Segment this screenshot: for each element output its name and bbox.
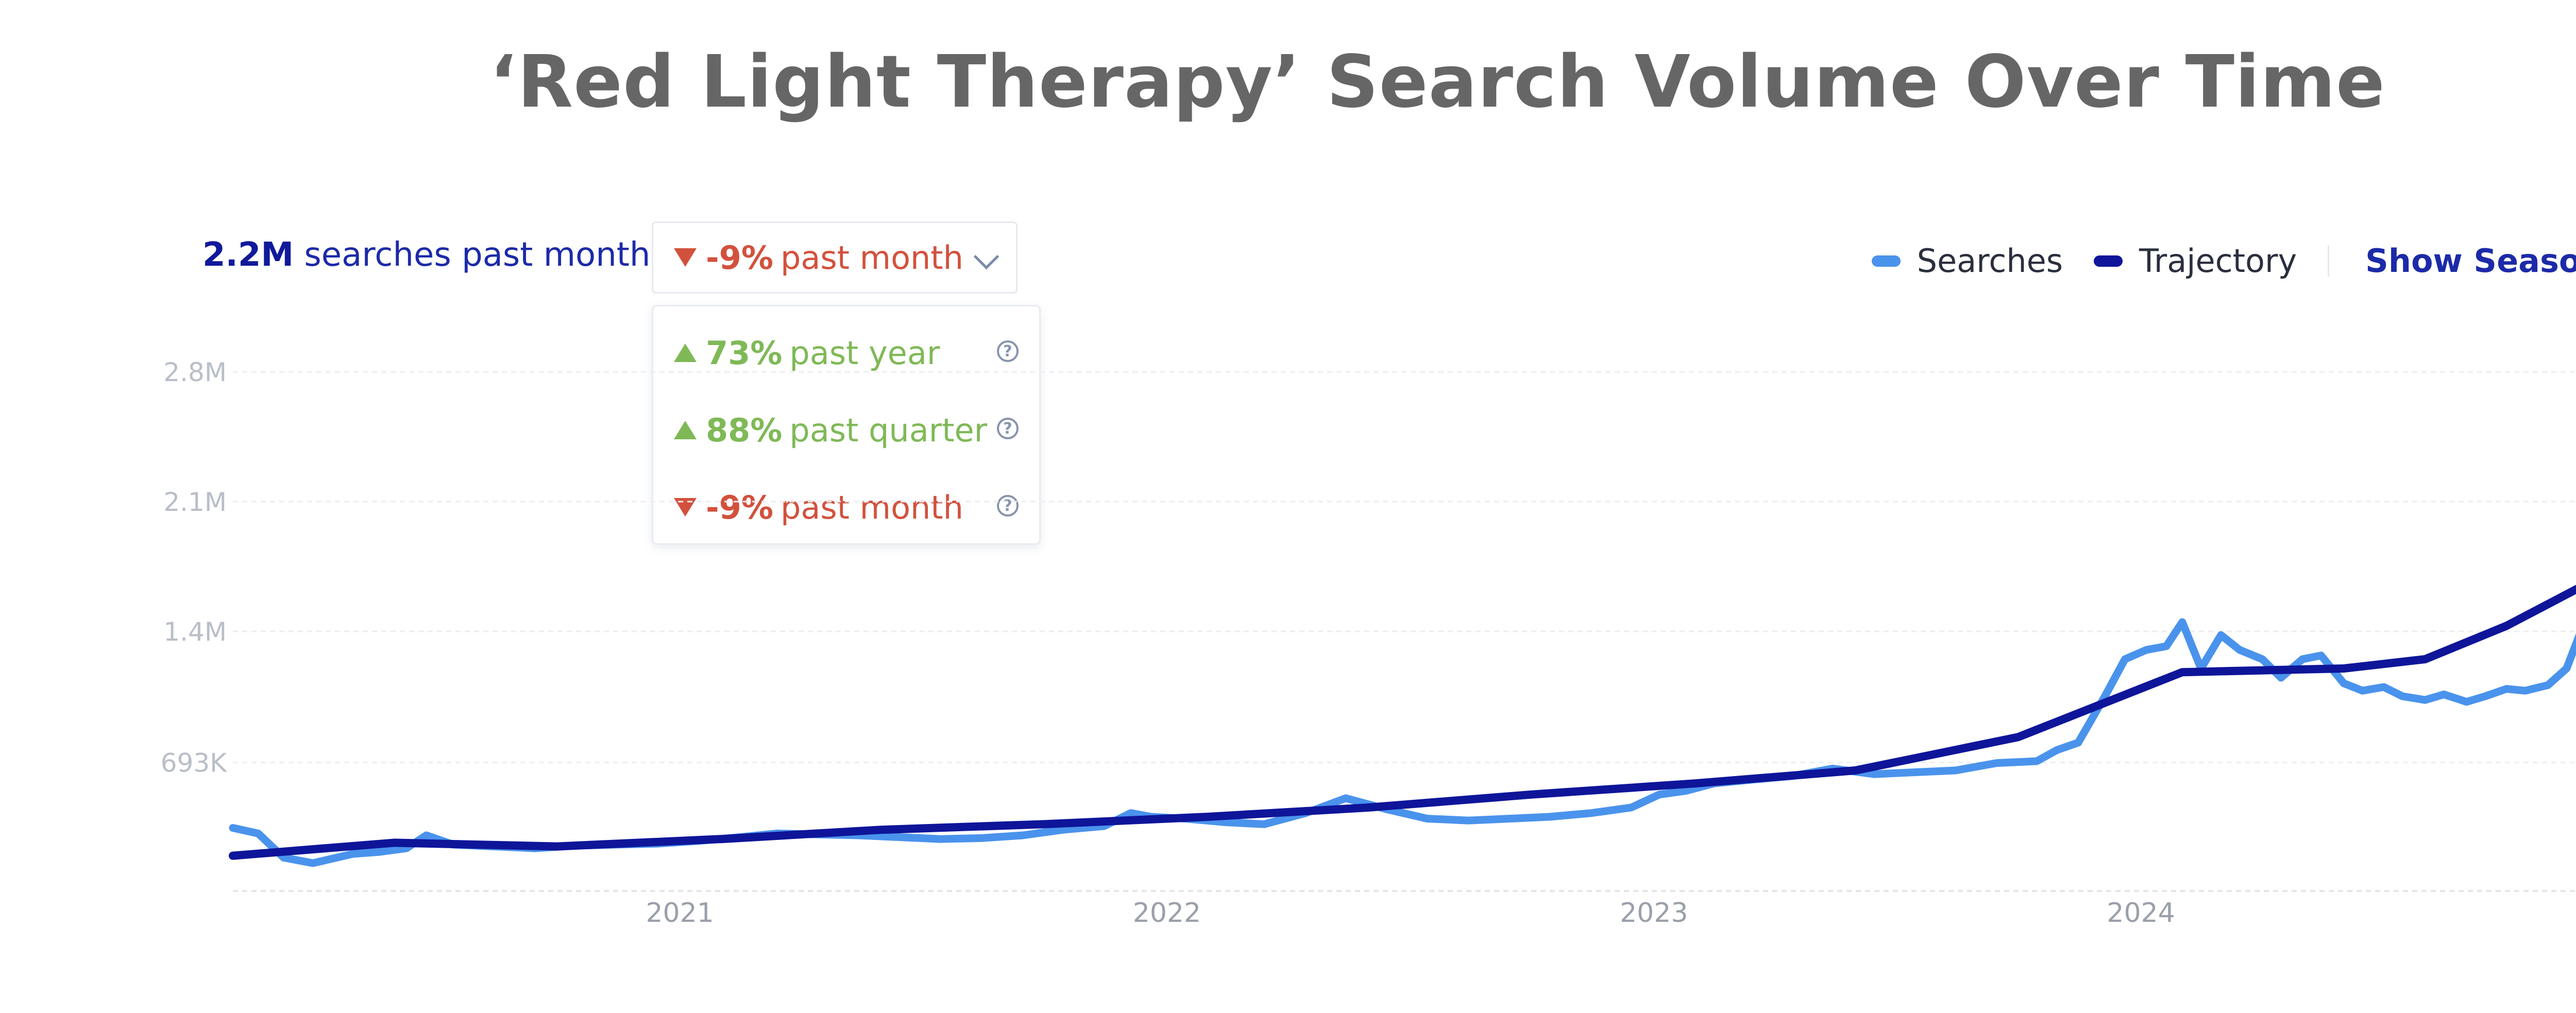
growth-row-past-quarter[interactable]: 88% past quarter ? <box>674 404 1019 456</box>
down-arrow-icon <box>674 248 697 267</box>
dropdown-label: past month <box>781 238 963 277</box>
chart-title: ‘Red Light Therapy’ Search Volume Over T… <box>489 40 2385 124</box>
growth-value: 88% <box>706 411 783 449</box>
growth-label: past quarter <box>789 411 988 449</box>
growth-label: past year <box>789 334 940 372</box>
x-tick-label: 2021 <box>646 898 714 929</box>
x-tick-label: 2023 <box>1620 898 1688 929</box>
down-arrow-icon <box>674 498 697 517</box>
x-axis-labels: 20212022202320242025 <box>646 898 2175 929</box>
legend-trajectory-label: Trajectory <box>2139 242 2297 280</box>
growth-label: past month <box>781 488 963 526</box>
x-tick-label: 2024 <box>2107 898 2175 929</box>
growth-panel: 73% past year ? 88% past quarter ? -9% p… <box>652 305 1041 545</box>
dropdown-value: -9% <box>706 238 773 277</box>
chart-grid <box>233 371 2576 892</box>
legend-divider <box>2328 245 2330 277</box>
searches-swatch-icon <box>1871 255 1901 267</box>
growth-row-past-month[interactable]: -9% past month ? <box>674 482 1019 533</box>
legend-item-searches[interactable]: Searches <box>1871 242 2063 280</box>
y-tick-label: 693K <box>161 748 227 778</box>
summary-value: 2.2M <box>202 236 294 274</box>
x-tick-label: 2022 <box>1133 898 1201 929</box>
growth-value: -9% <box>706 488 773 526</box>
y-tick-label: 1.4M <box>163 617 227 647</box>
search-volume-summary: 2.2M searches past month <box>202 236 650 274</box>
growth-row-past-year[interactable]: 73% past year ? <box>674 327 1019 379</box>
trajectory-swatch-icon <box>2094 255 2123 267</box>
growth-value: 73% <box>706 334 783 372</box>
y-tick-label: 2.8M <box>163 357 227 387</box>
help-icon[interactable]: ? <box>997 340 1019 362</box>
chart-lines <box>229 585 2576 867</box>
growth-period-dropdown[interactable]: -9% past month <box>652 221 1018 294</box>
legend-searches-label: Searches <box>1917 242 2063 280</box>
series-line-trajectory <box>229 585 2576 860</box>
y-tick-label: 2.1M <box>163 487 227 517</box>
legend-item-trajectory[interactable]: Trajectory <box>2094 242 2297 280</box>
y-axis-labels: 693K 1.4M 2.1M 2.8M <box>161 357 227 778</box>
chart-legend: Searches Trajectory Show Seasonality <box>1871 242 2576 280</box>
summary-label: searches past month <box>304 236 651 274</box>
up-arrow-icon <box>674 421 697 439</box>
up-arrow-icon <box>674 344 697 362</box>
show-seasonality-button[interactable]: Show Seasonality <box>2365 242 2576 280</box>
help-icon[interactable]: ? <box>997 418 1019 439</box>
series-line-searches <box>229 618 2576 867</box>
